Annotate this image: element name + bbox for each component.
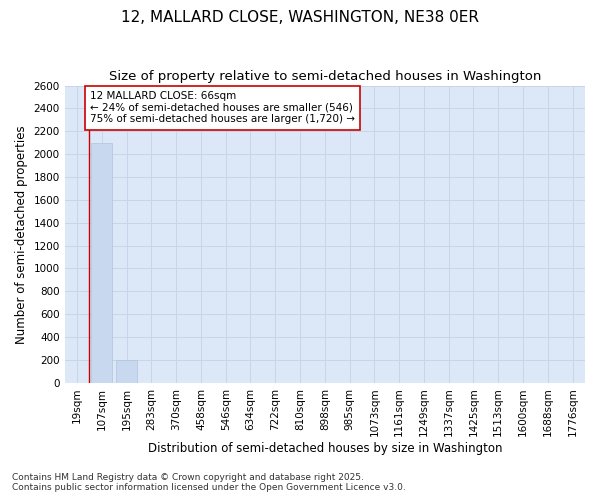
Bar — [116, 360, 137, 383]
Bar — [91, 142, 112, 383]
X-axis label: Distribution of semi-detached houses by size in Washington: Distribution of semi-detached houses by … — [148, 442, 502, 455]
Text: Contains HM Land Registry data © Crown copyright and database right 2025.
Contai: Contains HM Land Registry data © Crown c… — [12, 473, 406, 492]
Title: Size of property relative to semi-detached houses in Washington: Size of property relative to semi-detach… — [109, 70, 541, 83]
Text: 12 MALLARD CLOSE: 66sqm
← 24% of semi-detached houses are smaller (546)
75% of s: 12 MALLARD CLOSE: 66sqm ← 24% of semi-de… — [90, 92, 355, 124]
Text: 12, MALLARD CLOSE, WASHINGTON, NE38 0ER: 12, MALLARD CLOSE, WASHINGTON, NE38 0ER — [121, 10, 479, 25]
Y-axis label: Number of semi-detached properties: Number of semi-detached properties — [15, 125, 28, 344]
